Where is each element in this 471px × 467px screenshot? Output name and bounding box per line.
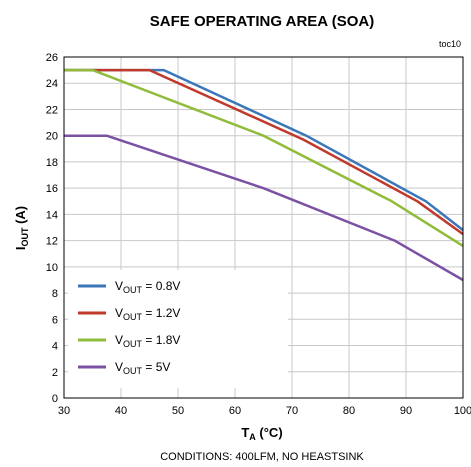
legend-label: VOUT = 1.2V [115, 306, 180, 322]
x-tick-label: 60 [229, 405, 241, 417]
y-tick-label: 22 [46, 104, 58, 116]
x-tick-label: 30 [58, 405, 70, 417]
x-tick-labels: 30 40 50 60 70 80 90 100 [58, 405, 471, 417]
series-line-2 [64, 68, 464, 247]
x-tick-label: 100 [454, 405, 471, 417]
y-tick-label: 6 [52, 314, 58, 326]
conditions-note: CONDITIONS: 400LFM, NO HEASTSINK [160, 451, 364, 463]
y-tick-label: 0 [52, 393, 58, 405]
series-line-0 [64, 68, 464, 232]
y-tick-label: 26 [46, 52, 58, 64]
legend-label: VOUT = 1.8V [115, 333, 180, 349]
y-tick-label: 24 [46, 78, 58, 90]
y-axis-title: IOUT (A) [13, 206, 30, 250]
legend: VOUT = 0.8V VOUT = 1.2V VOUT = 1.8V VOUT = … [78, 279, 180, 376]
x-tick-label: 80 [343, 405, 355, 417]
y-tick-label: 12 [46, 236, 58, 248]
y-tick-label: 14 [46, 209, 58, 221]
y-tick-label: 8 [52, 288, 58, 300]
x-tick-label: 50 [172, 405, 184, 417]
series-line-3 [64, 134, 464, 282]
y-tick-label: 20 [46, 131, 58, 143]
y-tick-label: 16 [46, 183, 58, 195]
y-tick-label: 4 [52, 341, 58, 353]
plot-border [63, 56, 464, 399]
legend-label: VOUT = 0.8V [115, 279, 180, 295]
x-tick-label: 40 [115, 405, 127, 417]
legend-label: VOUT = 5V [115, 360, 170, 376]
x-tick-label: 70 [286, 405, 298, 417]
y-tick-label: 18 [46, 157, 58, 169]
series-lines [64, 68, 464, 282]
y-tick-label: 2 [52, 367, 58, 379]
chart-title: SAFE OPERATING AREA (SOA) [150, 13, 374, 30]
series-line-1 [64, 68, 464, 236]
x-tick-label: 90 [400, 405, 412, 417]
y-tick-label: 10 [46, 262, 58, 274]
figure-id: toc10 [439, 39, 461, 49]
x-axis-title: TA (°C) [241, 425, 282, 442]
